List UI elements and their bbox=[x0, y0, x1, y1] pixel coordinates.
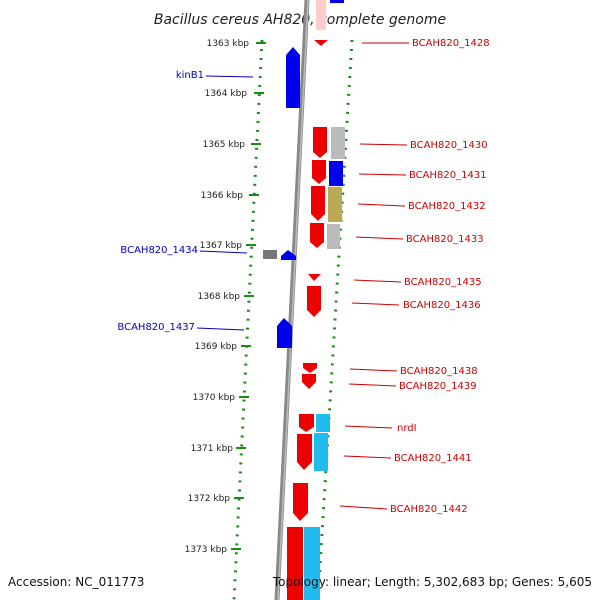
track-block-top bbox=[316, 0, 326, 30]
gene-block-gray[interactable] bbox=[263, 250, 277, 259]
reverse-genes bbox=[263, 47, 300, 348]
track-block-blue bbox=[329, 161, 343, 186]
genome-title: Bacillus cereus AH820, complete genome bbox=[154, 12, 446, 28]
gene-label[interactable]: BCAH820_1431 bbox=[409, 170, 487, 181]
gene-label[interactable]: BCAH820_1442 bbox=[390, 504, 468, 515]
leader-line bbox=[348, 383, 397, 387]
genome-backbone-highlight bbox=[277, 0, 309, 600]
gene-arrow-forward[interactable] bbox=[310, 223, 324, 248]
leader-line bbox=[339, 505, 388, 510]
reverse-labels: kinB1 BCAH820_1434 BCAH820_1437 bbox=[117, 70, 204, 333]
leader-line bbox=[205, 75, 254, 78]
gene-label[interactable]: BCAH820_1439 bbox=[399, 381, 477, 392]
accession-text: Accession: NC_011773 bbox=[8, 575, 144, 589]
gene-label[interactable]: kinB1 bbox=[176, 70, 204, 81]
gene-arrow-forward[interactable] bbox=[308, 274, 321, 281]
tick-label: 1363 kbp bbox=[207, 39, 250, 49]
gene-block-forward[interactable] bbox=[287, 527, 303, 600]
track-block-gray bbox=[331, 127, 345, 159]
gene-label[interactable]: BCAH820_1430 bbox=[410, 140, 488, 151]
leader-line bbox=[196, 327, 245, 331]
gene-arrow-reverse[interactable] bbox=[277, 318, 292, 348]
gene-label[interactable]: nrdI bbox=[397, 423, 417, 434]
leader-line bbox=[344, 425, 393, 429]
gene-arrow-forward[interactable] bbox=[299, 414, 314, 432]
gene-arrow-forward[interactable] bbox=[297, 434, 312, 470]
tick-label: 1370 kbp bbox=[193, 393, 236, 403]
gene-label[interactable]: BCAH820_1433 bbox=[406, 234, 484, 245]
genome-backbone bbox=[274, 0, 310, 600]
leader-line bbox=[355, 236, 404, 240]
gene-arrow-forward[interactable] bbox=[302, 374, 316, 389]
tick-label: 1365 kbp bbox=[203, 140, 246, 150]
track-block-cyan bbox=[304, 527, 320, 600]
forward-labels: BCAH820_1428 BCAH820_1430 BCAH820_1431 B… bbox=[390, 38, 490, 515]
leader-line bbox=[351, 302, 400, 306]
tick-label: 1368 kbp bbox=[198, 292, 241, 302]
track-block-cyan bbox=[316, 414, 330, 432]
gene-arrow-forward[interactable] bbox=[314, 40, 328, 46]
right-dotted-guide bbox=[316, 39, 354, 600]
gene-arrow-reverse[interactable] bbox=[286, 47, 300, 108]
gene-label[interactable]: BCAH820_1436 bbox=[403, 300, 481, 311]
track-block-gray bbox=[327, 224, 340, 249]
tick-label: 1373 kbp bbox=[185, 545, 228, 555]
tick-label: 1364 kbp bbox=[205, 89, 248, 99]
gene-arrow-reverse[interactable] bbox=[281, 250, 296, 260]
side-track-group bbox=[304, 0, 345, 600]
gene-arrow-forward[interactable] bbox=[311, 186, 325, 221]
gene-arrow-forward[interactable] bbox=[303, 363, 317, 373]
gene-label[interactable]: BCAH820_1434 bbox=[120, 245, 198, 256]
gene-label[interactable]: BCAH820_1441 bbox=[394, 453, 472, 464]
gene-label[interactable]: BCAH820_1432 bbox=[408, 201, 486, 212]
gene-arrow-forward[interactable] bbox=[312, 160, 326, 184]
leader-line bbox=[199, 250, 248, 254]
leader-line bbox=[349, 368, 398, 372]
leader-line bbox=[359, 143, 408, 146]
left-dotted-guide bbox=[232, 39, 264, 600]
track-block-top-blue bbox=[330, 0, 344, 3]
tick-label: 1372 kbp bbox=[188, 494, 231, 504]
gene-arrow-forward[interactable] bbox=[293, 483, 308, 521]
tick-label: 1366 kbp bbox=[201, 191, 244, 201]
gene-arrow-forward[interactable] bbox=[313, 127, 327, 158]
tick-group: 1363 kbp 1364 kbp 1365 kbp 1366 kbp 1367… bbox=[185, 39, 266, 555]
tick-label: 1367 kbp bbox=[200, 241, 243, 251]
tick-label: 1369 kbp bbox=[195, 342, 238, 352]
leader-line bbox=[353, 279, 402, 283]
track-block-cyan bbox=[314, 433, 328, 471]
gene-label[interactable]: BCAH820_1428 bbox=[412, 38, 490, 49]
gene-arrow-forward[interactable] bbox=[307, 286, 321, 317]
topology-text: Topology: linear; Length: 5,302,683 bp; … bbox=[272, 575, 592, 589]
leader-line bbox=[357, 203, 406, 207]
gene-label[interactable]: BCAH820_1438 bbox=[400, 366, 478, 377]
tick-label: 1371 kbp bbox=[191, 444, 234, 454]
leader-lines bbox=[196, 42, 409, 510]
leader-line bbox=[358, 173, 407, 176]
gene-label[interactable]: BCAH820_1435 bbox=[404, 277, 482, 288]
track-block-olive bbox=[328, 187, 342, 222]
forward-genes bbox=[287, 40, 328, 600]
gene-label[interactable]: BCAH820_1437 bbox=[117, 322, 195, 333]
leader-line bbox=[343, 455, 392, 459]
